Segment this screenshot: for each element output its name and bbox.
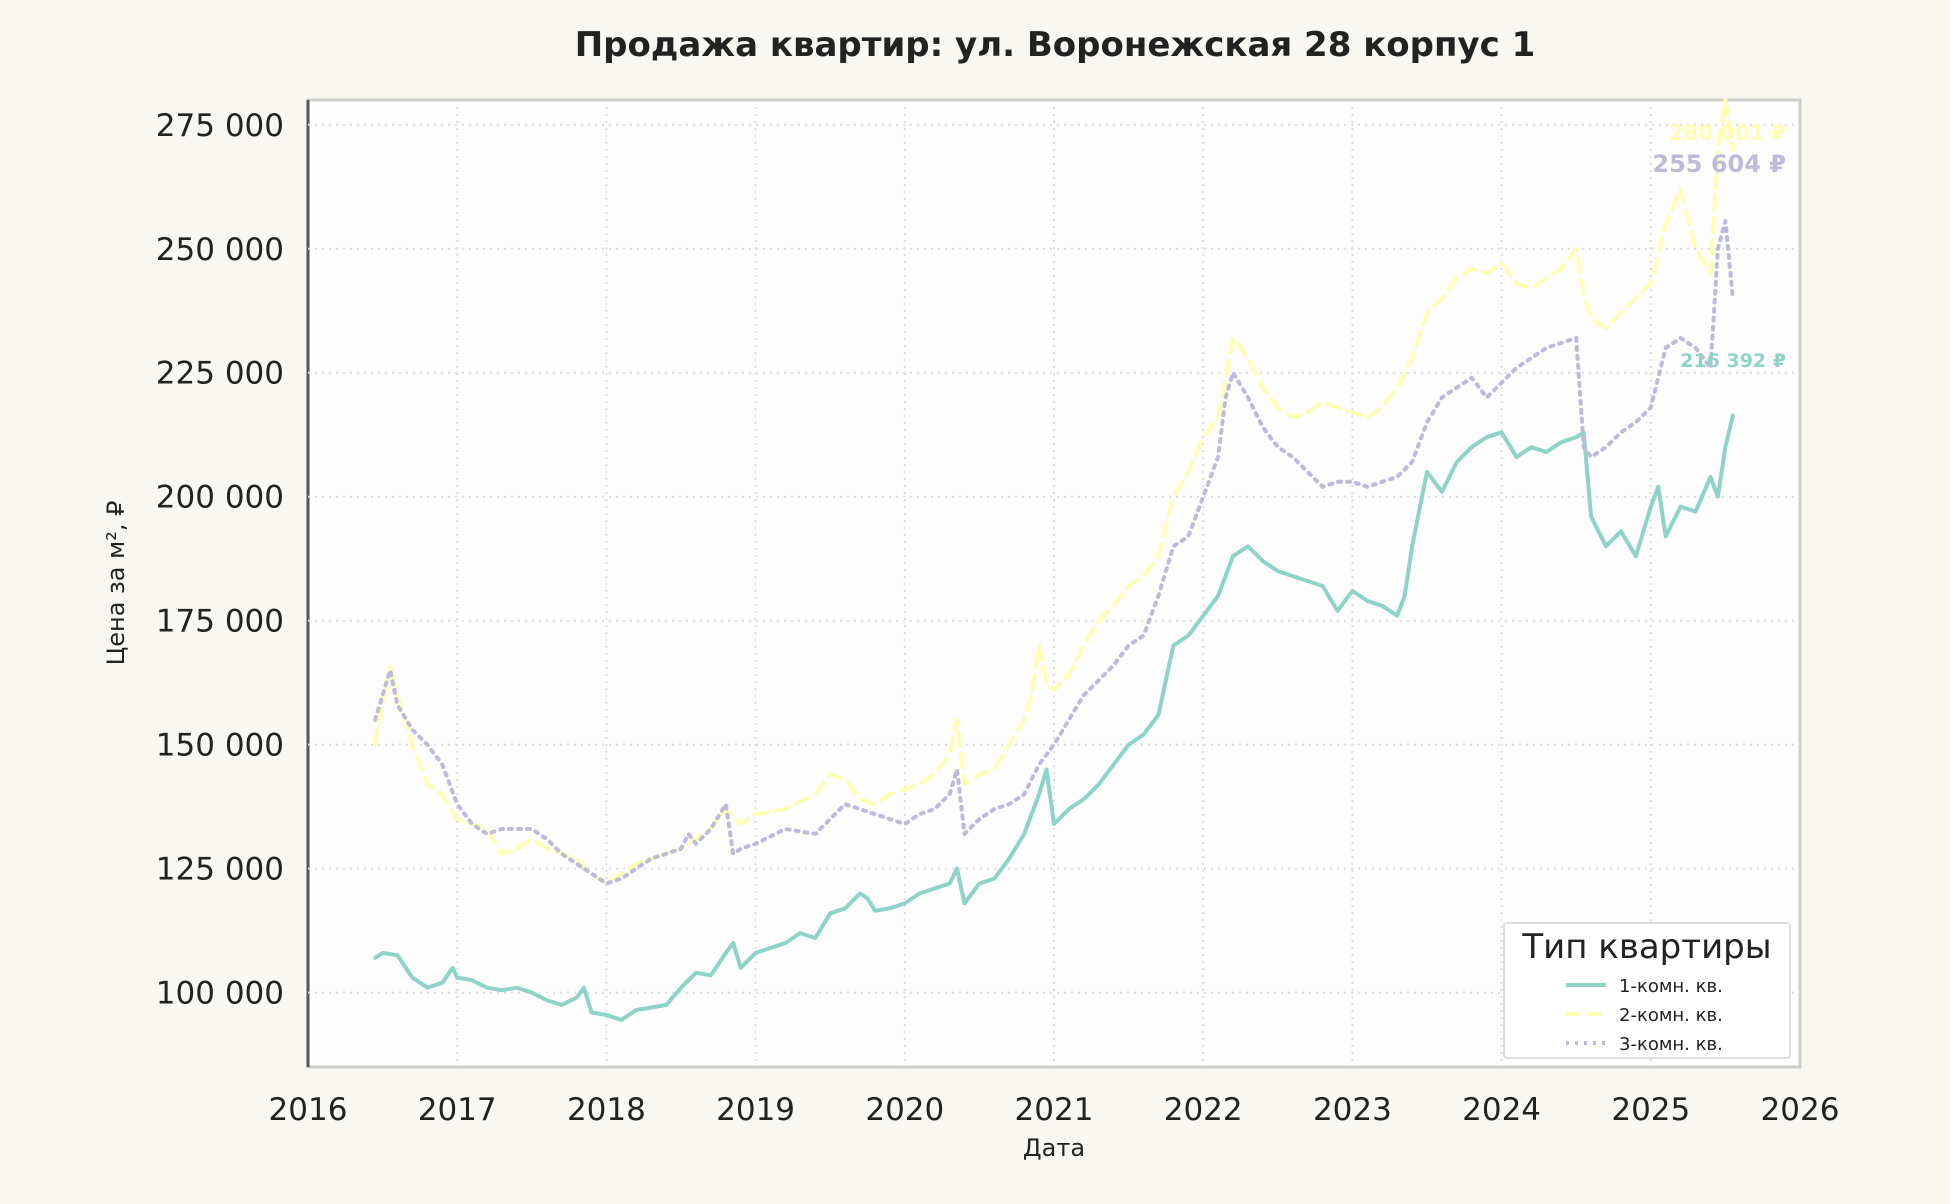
chart-title: Продажа квартир: ул. Воронежская 28 корп… [575, 25, 1536, 65]
x-tick-label: 2017 [418, 1092, 497, 1128]
legend-label: 2-комн. кв. [1619, 1005, 1723, 1026]
legend-box [1503, 922, 1791, 1059]
y-tick-label: 150 000 [156, 728, 284, 764]
y-tick-label: 100 000 [156, 976, 284, 1012]
x-tick-label: 2019 [716, 1092, 795, 1128]
x-axis-label: Дата [1023, 1134, 1085, 1162]
y-tick-label: 200 000 [156, 480, 284, 516]
legend-title: Тип квартиры [1521, 927, 1771, 967]
y-tick-labels: 100 000 125 000 150 000 175 000 200 000 225 0… [156, 108, 284, 1012]
legend-label: 1-комн. кв. [1619, 976, 1723, 997]
x-tick-label: 2022 [1164, 1092, 1243, 1128]
legend: Тип квартиры 1-комн. кв. 2-комн. кв. 3-ком… [1503, 922, 1791, 1059]
y-axis-label: Цена за м², ₽ [102, 501, 130, 666]
series-lines [373, 98, 1735, 1022]
series-line-1 [373, 413, 1735, 1022]
x-tick-label: 2018 [567, 1092, 646, 1128]
end-value-label: 280 001 ₽ [1669, 121, 1786, 145]
end-value-label: 216 392 ₽ [1680, 350, 1786, 372]
legend-items: 1-комн. кв. 2-комн. кв. 3-комн. кв. [1566, 976, 1723, 1055]
x-tick-label: 2026 [1761, 1092, 1840, 1128]
legend-label: 3-комн. кв. [1619, 1034, 1723, 1055]
x-tick-label: 2024 [1462, 1092, 1541, 1128]
y-tick-label: 275 000 [156, 108, 284, 144]
end-value-label: 255 604 ₽ [1652, 150, 1786, 178]
series-line-3 [373, 219, 1735, 886]
x-tick-label: 2016 [269, 1092, 348, 1128]
x-tick-label: 2025 [1611, 1092, 1690, 1128]
y-tick-label: 175 000 [156, 604, 284, 640]
y-tick-label: 250 000 [156, 232, 284, 268]
y-tick-label: 225 000 [156, 356, 284, 392]
x-tick-label: 2021 [1015, 1092, 1094, 1128]
x-tick-label: 2023 [1313, 1092, 1392, 1128]
end-labels: 216 392 ₽ 280 001 ₽ 255 604 ₽ [1652, 121, 1786, 372]
y-tick-label: 125 000 [156, 852, 284, 888]
grid-lines [308, 100, 1800, 1067]
x-tick-label: 2020 [865, 1092, 944, 1128]
x-tick-labels: 2016 2017 2018 2019 2020 2021 2022 2023 2024 2025… [269, 1092, 1840, 1128]
